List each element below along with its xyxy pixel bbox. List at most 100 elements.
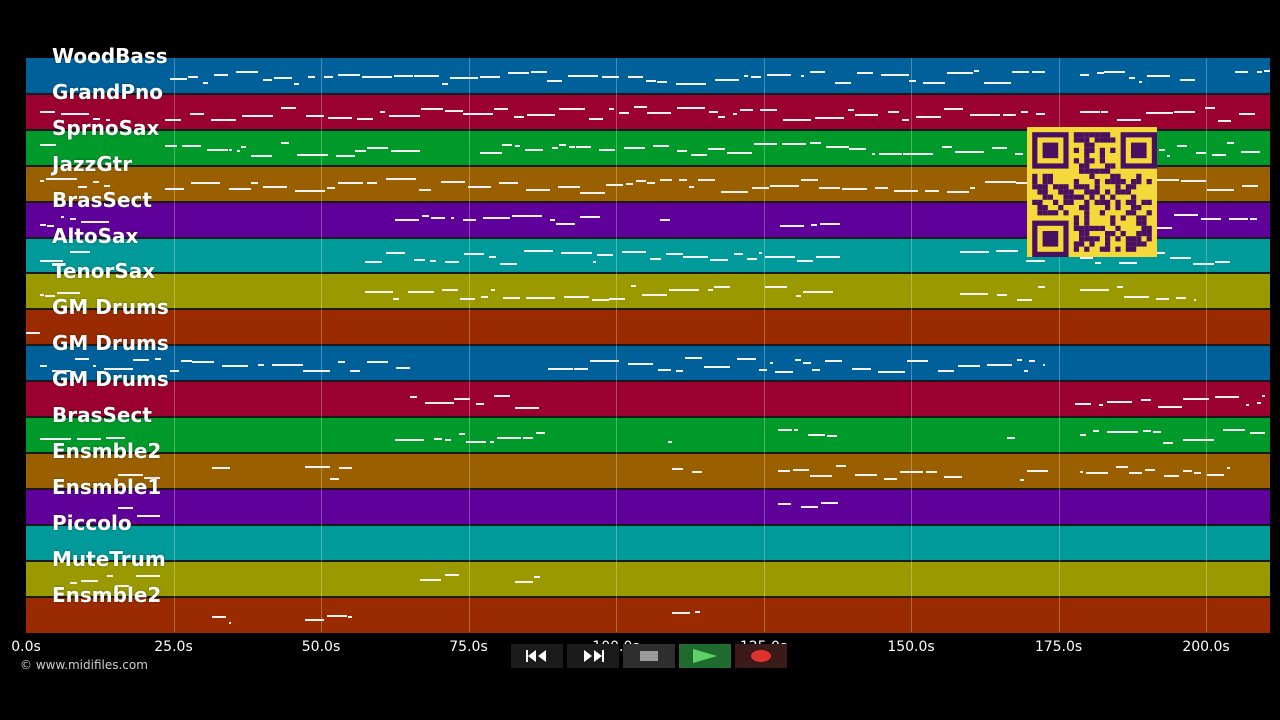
record-button[interactable] xyxy=(735,644,787,668)
note-streak xyxy=(552,146,558,149)
note-streak xyxy=(796,294,801,297)
note-streak xyxy=(825,146,849,149)
note-streak xyxy=(995,250,1018,253)
note-streak xyxy=(792,469,810,471)
note-streak xyxy=(657,368,672,371)
note-streak xyxy=(970,114,1000,117)
note-streak xyxy=(136,575,160,578)
note-streak xyxy=(380,111,385,114)
note-streak xyxy=(679,178,688,181)
note-streak xyxy=(272,363,303,366)
note-streak xyxy=(708,111,719,114)
note-streak xyxy=(503,296,520,299)
grid-line xyxy=(1206,58,1207,632)
play-icon xyxy=(693,649,717,663)
note-streak xyxy=(672,467,683,470)
note-streak xyxy=(623,146,646,149)
note-streak xyxy=(493,108,508,111)
note-streak xyxy=(944,476,962,479)
stop-button[interactable] xyxy=(623,644,675,668)
note-streak xyxy=(1144,468,1156,471)
note-streak xyxy=(1155,297,1169,300)
note-streak xyxy=(40,143,56,146)
note-streak xyxy=(442,82,448,85)
note-streak xyxy=(592,260,597,263)
note-streak xyxy=(856,71,873,74)
note-streak xyxy=(1214,395,1239,398)
note-streak xyxy=(165,187,184,190)
note-streak xyxy=(390,150,420,153)
note-streak xyxy=(568,74,599,77)
note-streak xyxy=(676,107,705,110)
note-streak xyxy=(754,143,778,146)
note-streak xyxy=(1043,364,1046,367)
note-streak xyxy=(106,436,125,439)
note-streak xyxy=(463,253,485,256)
note-streak xyxy=(1100,111,1108,114)
note-streak xyxy=(1256,402,1261,405)
note-streak xyxy=(849,148,867,150)
note-streak xyxy=(811,369,820,372)
note-streak xyxy=(365,260,383,263)
note-streak xyxy=(339,466,352,469)
note-streak xyxy=(500,262,517,265)
note-streak xyxy=(475,403,485,406)
note-streak xyxy=(676,150,687,153)
note-streak xyxy=(1080,288,1110,291)
note-streak xyxy=(660,219,670,222)
note-streak xyxy=(76,438,101,441)
note-streak xyxy=(386,177,416,180)
note-streak xyxy=(1026,470,1048,473)
note-streak xyxy=(1128,472,1143,475)
note-streak xyxy=(413,259,425,262)
note-streak xyxy=(422,215,429,218)
grid-line xyxy=(763,58,765,632)
note-streak xyxy=(192,361,215,364)
note-streak xyxy=(104,184,110,187)
note-streak xyxy=(305,465,330,468)
fast-forward-button[interactable] xyxy=(567,644,619,668)
note-streak xyxy=(576,146,591,149)
note-streak xyxy=(1249,217,1257,220)
note-streak xyxy=(923,82,945,85)
note-streak xyxy=(1003,113,1016,116)
rewind-button[interactable] xyxy=(511,644,563,668)
note-streak xyxy=(1036,113,1045,116)
note-streak xyxy=(793,429,798,432)
note-streak xyxy=(1099,403,1103,406)
note-streak xyxy=(80,221,109,224)
note-streak xyxy=(721,191,748,194)
note-streak xyxy=(818,186,840,189)
note-streak xyxy=(165,145,177,148)
note-streak xyxy=(420,579,441,582)
note-streak xyxy=(736,358,757,361)
track-lane xyxy=(26,524,1270,561)
note-streak xyxy=(697,178,715,181)
track-separator xyxy=(26,128,1270,131)
note-streak xyxy=(827,434,838,437)
note-streak xyxy=(1080,111,1101,114)
note-streak xyxy=(515,580,533,583)
note-streak xyxy=(751,186,769,189)
note-streak xyxy=(710,258,729,261)
track-label: GM Drums xyxy=(52,295,169,320)
note-streak xyxy=(819,222,840,225)
note-streak xyxy=(984,81,1011,84)
play-button[interactable] xyxy=(679,644,731,668)
track-label: SprnoSax xyxy=(52,115,160,140)
note-streak xyxy=(602,76,620,79)
note-streak xyxy=(468,185,492,188)
note-streak xyxy=(60,113,90,116)
track-label: BrasSect xyxy=(52,403,152,427)
note-streak xyxy=(155,358,162,361)
note-streak xyxy=(634,106,647,109)
note-streak xyxy=(984,181,1016,184)
note-streak xyxy=(1162,442,1174,445)
note-streak xyxy=(659,179,673,182)
time-tick-label: 175.0s xyxy=(1034,639,1083,655)
note-streak xyxy=(1075,403,1092,406)
note-streak xyxy=(907,360,929,363)
note-streak xyxy=(1097,72,1105,75)
note-streak xyxy=(1080,470,1084,473)
note-streak xyxy=(1012,70,1029,73)
